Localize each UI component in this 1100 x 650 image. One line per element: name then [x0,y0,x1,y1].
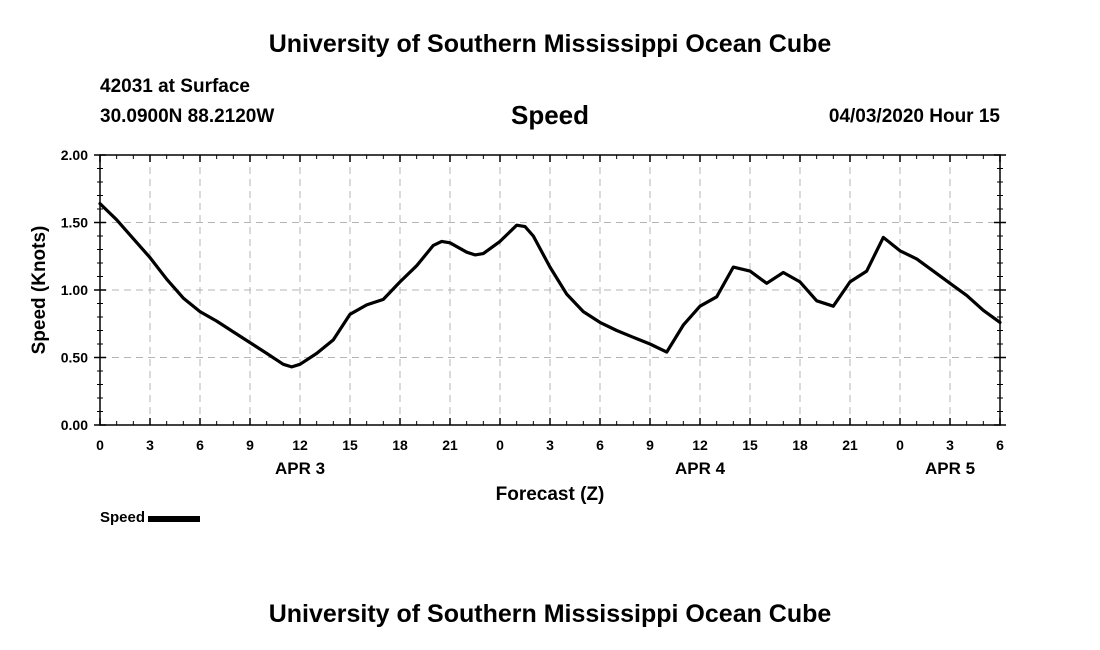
x-tick-label: 9 [646,437,654,453]
date-label: APR 4 [675,459,726,478]
y-tick-label: 2.00 [61,147,88,163]
x-tick-label: 6 [596,437,604,453]
x-tick-label: 3 [946,437,954,453]
date-label: APR 3 [275,459,325,478]
x-tick-label: 18 [392,437,408,453]
x-tick-label: 18 [792,437,808,453]
chart-title: University of Southern Mississippi Ocean… [268,30,832,58]
x-tick-label: 6 [996,437,1004,453]
axis-ticks [94,154,1006,426]
x-tick-label: 3 [546,437,554,453]
x-tick-label: 0 [896,437,904,453]
x-tick-label: 15 [742,437,758,453]
legend-swatch [148,516,201,522]
x-tick-label: 12 [292,437,308,453]
x-axis-label: Forecast (Z) [496,484,605,505]
x-tick-label: 21 [842,437,858,453]
station-label: 42031 at Surface [100,76,250,97]
chart-subtitle: Speed [510,100,590,130]
date-labels: APR 3 APR 4 APR 5 [275,459,975,478]
x-tick-label: 6 [196,437,204,453]
x-tick-label: 3 [146,437,154,453]
speed-series-line [98,202,1002,369]
grid-lines [100,155,1000,425]
legend-label: Speed [100,509,146,526]
x-tick-labels: 0 3 6 9 12 15 18 21 0 3 6 9 12 15 18 21 0 3 6 [96,437,1004,453]
y-tick-label: 0.50 [61,350,88,366]
datetime-label: 04/03/2020 Hour 15 [828,106,1000,127]
y-tick-labels: 0.00 0.50 1.00 1.50 2.00 [61,147,88,433]
y-axis-label: Speed (Knots) [29,226,50,355]
x-tick-label: 0 [96,437,104,453]
y-tick-label: 0.00 [61,417,88,433]
date-label: APR 5 [925,459,975,478]
footer-title: University of Southern Mississippi Ocean… [268,600,832,628]
legend: Speed [100,509,201,526]
coordinates-label: 30.0900N 88.2120W [100,106,275,127]
x-tick-label: 15 [342,437,358,453]
x-tick-label: 9 [246,437,254,453]
x-tick-label: 0 [496,437,504,453]
y-tick-label: 1.50 [61,215,88,231]
x-tick-label: 21 [442,437,458,453]
x-tick-label: 12 [692,437,708,453]
y-tick-label: 1.00 [61,282,88,298]
